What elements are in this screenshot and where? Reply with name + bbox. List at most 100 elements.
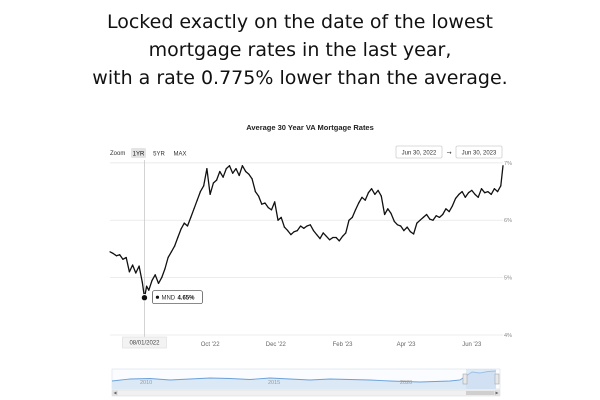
data-point: [151, 279, 153, 282]
data-point: [270, 209, 273, 211]
navigator-label-2020: 2020: [400, 380, 412, 386]
navigator-scrollbar[interactable]: [111, 389, 501, 397]
data-point: [445, 208, 447, 210]
data-point: [316, 234, 318, 236]
date-from-input[interactable]: [395, 145, 443, 159]
data-point: [174, 245, 176, 247]
date-to-input[interactable]: [455, 145, 503, 159]
chart-title: Average 30 Year VA Mortgage Rates: [246, 123, 374, 132]
lowest-rate-marker: [140, 294, 149, 302]
y-tick-label: 6%: [504, 218, 512, 224]
zoom-max-button[interactable]: MAX: [173, 152, 186, 158]
grid-lines: [110, 162, 503, 336]
data-point: [306, 225, 308, 227]
data-point: [419, 219, 421, 221]
tooltip-bullet-icon: [155, 295, 160, 299]
data-point: [170, 251, 172, 253]
data-point: [225, 168, 227, 170]
data-point: [345, 232, 347, 234]
data-point: [377, 189, 379, 191]
data-point: [380, 195, 382, 197]
data-point: [384, 213, 386, 216]
date-to-text: Jun 30, 2023: [462, 151, 497, 157]
data-point: [474, 193, 476, 195]
data-point: [119, 254, 121, 256]
data-point: [403, 230, 405, 232]
zoom-5yr-button[interactable]: 5YR: [153, 152, 165, 158]
x-tick-label: Jun '23: [462, 342, 482, 348]
data-point: [196, 199, 198, 201]
data-point: [400, 225, 402, 227]
data-point: [409, 231, 411, 233]
data-point: [332, 236, 334, 239]
navigator-right-handle[interactable]: [494, 373, 500, 385]
data-point: [122, 258, 124, 260]
data-point: [361, 196, 363, 198]
data-point: [429, 218, 431, 220]
data-point: [190, 216, 192, 218]
data-point: [387, 208, 389, 210]
data-point: [390, 212, 392, 214]
data-point: [167, 256, 169, 259]
data-point: [358, 202, 360, 204]
date-from-text: Jun 30, 2022: [402, 151, 437, 157]
data-point: [254, 191, 256, 193]
data-point: [416, 222, 418, 224]
data-point: [455, 197, 457, 199]
data-point: [109, 251, 111, 253]
data-point: [112, 252, 114, 255]
tooltip-label: MND: [161, 296, 175, 302]
data-point: [203, 185, 205, 187]
navigator: 2010 2015 2020: [111, 368, 501, 390]
data-point: [186, 225, 189, 227]
data-point: [177, 236, 179, 239]
data-point: [322, 232, 324, 234]
rate-tooltip: MND 4.65%: [152, 290, 203, 305]
scrollbar-thumb[interactable]: [466, 391, 496, 395]
data-point: [303, 227, 305, 229]
data-point: [125, 256, 127, 259]
data-point: [251, 178, 253, 180]
data-point: [374, 193, 376, 195]
data-point: [442, 213, 444, 216]
data-point: [319, 238, 321, 240]
navigator-selection[interactable]: [466, 369, 496, 389]
navigator-left-handle[interactable]: [462, 373, 468, 385]
data-point: [219, 170, 221, 173]
data-point: [487, 191, 489, 193]
crosshair-date-flag: 08/01/2022: [122, 336, 167, 349]
data-point: [115, 255, 118, 257]
data-point: [393, 220, 395, 222]
data-point: [238, 174, 240, 177]
data-point: [146, 285, 148, 287]
tooltip-box: [152, 290, 203, 305]
data-point: [135, 272, 137, 274]
data-point: [497, 191, 499, 193]
data-point: [141, 281, 143, 283]
data-point: [422, 216, 424, 218]
headline-line-3: with a rate 0.775% lower than the averag…: [92, 67, 508, 89]
x-tick-label: Dec '22: [266, 342, 287, 348]
zoom-label: Zoom: [110, 151, 125, 157]
data-point: [438, 216, 441, 218]
data-point: [283, 226, 285, 228]
data-point: [461, 191, 463, 193]
data-point: [199, 191, 201, 193]
zoom-1yr-label[interactable]: 1YR: [133, 152, 145, 158]
data-point: [432, 219, 434, 221]
data-point: [245, 170, 247, 173]
data-point: [342, 235, 344, 237]
x-tick-label: Oct '22: [201, 342, 220, 348]
scrollbar-track[interactable]: [111, 389, 501, 397]
data-point: [209, 193, 211, 195]
data-point: [435, 215, 437, 217]
data-point: [277, 219, 279, 221]
data-point: [290, 234, 292, 236]
zoom-1yr-button[interactable]: [131, 148, 146, 158]
data-point: [448, 211, 450, 213]
data-point: [471, 189, 473, 191]
data-point: [426, 213, 428, 216]
data-point: [183, 222, 185, 224]
data-point: [413, 233, 415, 235]
tooltip-value: 4.65%: [177, 296, 195, 302]
